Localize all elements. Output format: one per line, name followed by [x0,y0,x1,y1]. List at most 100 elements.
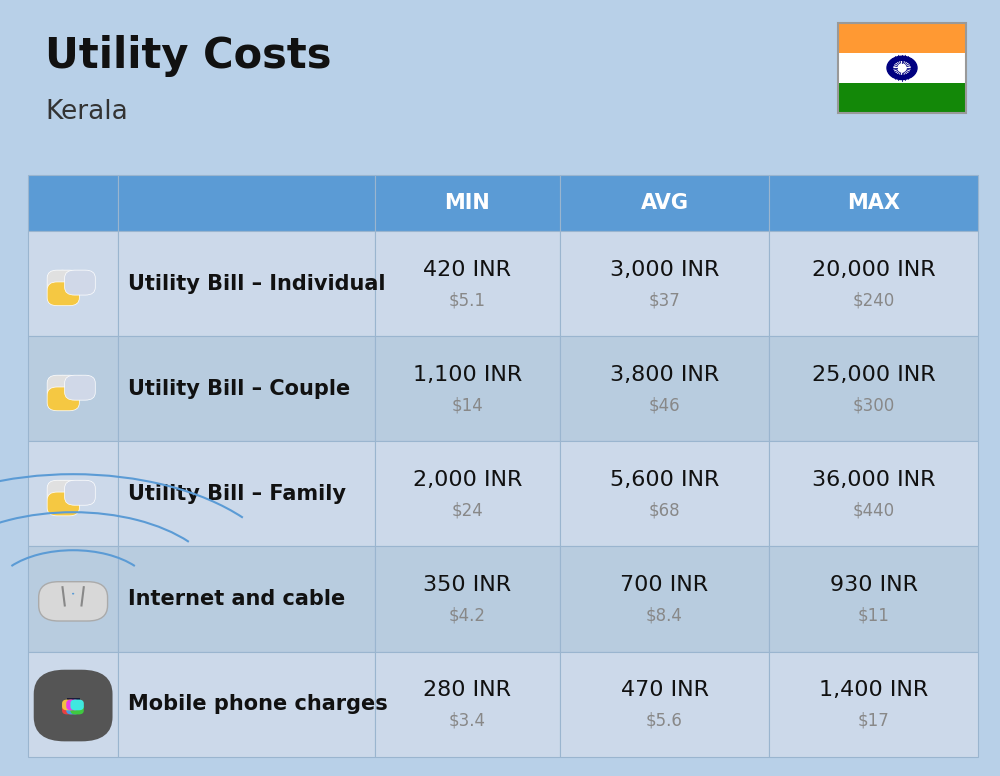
FancyBboxPatch shape [66,700,80,710]
Circle shape [74,481,86,490]
FancyBboxPatch shape [769,442,978,546]
FancyBboxPatch shape [70,700,84,710]
FancyBboxPatch shape [375,336,560,442]
Text: 700 INR: 700 INR [620,575,709,595]
FancyBboxPatch shape [28,652,118,757]
FancyBboxPatch shape [47,387,79,411]
FancyBboxPatch shape [118,175,375,231]
FancyBboxPatch shape [375,652,560,757]
FancyBboxPatch shape [66,704,80,715]
Text: 350 INR: 350 INR [423,575,511,595]
Text: Internet and cable: Internet and cable [128,589,346,609]
Text: 5,600 INR: 5,600 INR [610,470,719,490]
FancyBboxPatch shape [47,480,79,505]
Text: $4.2: $4.2 [449,607,486,625]
FancyBboxPatch shape [560,175,769,231]
FancyBboxPatch shape [28,231,118,336]
FancyBboxPatch shape [65,480,95,505]
FancyBboxPatch shape [70,704,84,715]
Circle shape [74,376,86,386]
Text: 25,000 INR: 25,000 INR [812,365,935,385]
Text: $8.4: $8.4 [646,607,683,625]
FancyBboxPatch shape [769,546,978,652]
Circle shape [887,57,917,79]
FancyBboxPatch shape [67,698,80,714]
FancyBboxPatch shape [35,670,111,740]
Text: MAX: MAX [847,193,900,213]
FancyBboxPatch shape [560,652,769,757]
FancyBboxPatch shape [769,175,978,231]
FancyBboxPatch shape [560,231,769,336]
Circle shape [56,480,69,491]
Circle shape [884,54,920,81]
Text: 420 INR: 420 INR [423,260,511,280]
FancyBboxPatch shape [62,700,75,710]
FancyBboxPatch shape [560,546,769,652]
FancyBboxPatch shape [118,231,375,336]
FancyBboxPatch shape [28,175,118,231]
FancyBboxPatch shape [838,53,966,83]
Text: $46: $46 [649,397,680,414]
Text: $300: $300 [852,397,895,414]
Circle shape [56,270,69,281]
Text: AVG: AVG [641,193,689,213]
Text: 2,000 INR: 2,000 INR [413,470,522,490]
Text: 1,400 INR: 1,400 INR [819,681,928,701]
Text: Utility Bill – Individual: Utility Bill – Individual [128,274,386,294]
FancyBboxPatch shape [375,442,560,546]
Text: 3,800 INR: 3,800 INR [610,365,719,385]
Circle shape [56,376,69,386]
Text: $11: $11 [858,607,889,625]
Text: Utility Bill – Couple: Utility Bill – Couple [128,379,351,399]
FancyBboxPatch shape [560,442,769,546]
FancyBboxPatch shape [47,376,79,400]
Text: $17: $17 [858,712,889,730]
FancyBboxPatch shape [118,652,375,757]
Text: $3.4: $3.4 [449,712,486,730]
FancyBboxPatch shape [65,270,95,295]
Text: 930 INR: 930 INR [830,575,918,595]
Text: $68: $68 [649,502,680,520]
FancyBboxPatch shape [375,175,560,231]
Text: 470 INR: 470 INR [621,681,709,701]
FancyBboxPatch shape [838,23,966,53]
Text: Mobile phone charges: Mobile phone charges [128,694,388,714]
Text: 36,000 INR: 36,000 INR [812,470,935,490]
Text: $24: $24 [452,502,483,520]
Text: $5.1: $5.1 [449,292,486,310]
FancyBboxPatch shape [560,336,769,442]
Text: 280 INR: 280 INR [423,681,511,701]
FancyBboxPatch shape [47,282,79,306]
Circle shape [72,593,74,594]
Text: $5.6: $5.6 [646,712,683,730]
Text: Kerala: Kerala [45,99,128,126]
FancyBboxPatch shape [118,442,375,546]
FancyBboxPatch shape [65,376,95,400]
FancyBboxPatch shape [769,652,978,757]
FancyBboxPatch shape [28,336,118,442]
Text: 3,000 INR: 3,000 INR [610,260,719,280]
FancyBboxPatch shape [769,231,978,336]
FancyBboxPatch shape [118,336,375,442]
Text: Utility Bill – Family: Utility Bill – Family [128,484,346,504]
FancyBboxPatch shape [28,442,118,546]
Text: Utility Costs: Utility Costs [45,35,332,77]
Text: 20,000 INR: 20,000 INR [812,260,935,280]
Text: 1,100 INR: 1,100 INR [413,365,522,385]
FancyBboxPatch shape [769,336,978,442]
Circle shape [74,271,86,280]
Text: $440: $440 [852,502,895,520]
FancyBboxPatch shape [39,582,108,621]
FancyBboxPatch shape [28,546,118,652]
FancyBboxPatch shape [47,270,79,295]
FancyBboxPatch shape [838,83,966,113]
Text: $14: $14 [452,397,483,414]
Circle shape [894,62,910,74]
Text: $240: $240 [852,292,895,310]
FancyBboxPatch shape [375,546,560,652]
FancyBboxPatch shape [47,492,79,516]
FancyBboxPatch shape [375,231,560,336]
FancyBboxPatch shape [118,546,375,652]
Text: MIN: MIN [445,193,490,213]
Text: $37: $37 [649,292,680,310]
